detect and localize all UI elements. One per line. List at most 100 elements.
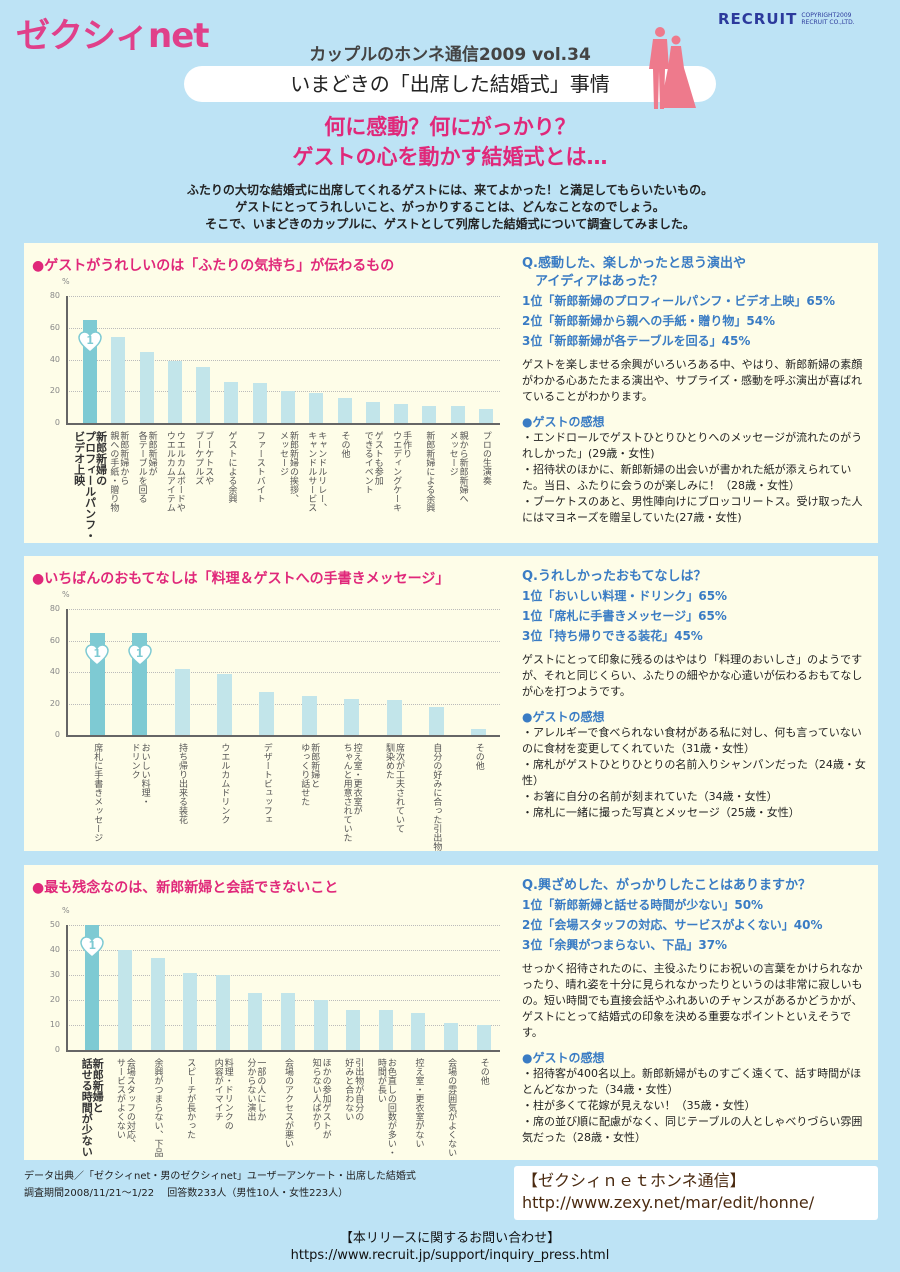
bar-chart: % 0 20 40 60 80 席札に手書きメッセージ 1 おいしい料理・ ドリンク 1 持ち帰り出… (24, 556, 514, 851)
bar (337, 397, 352, 423)
recruit-wordmark: RECRUIT (718, 10, 798, 28)
bar (85, 925, 100, 1050)
chart-title: ●ゲストがうれしいのは「ふたりの気持ち」が伝わるもの (32, 258, 395, 274)
y-tick-label: 20 (49, 995, 60, 1004)
x-tick-label: デザートビュッフェ (261, 743, 272, 824)
voices-heading: ●ゲストの感想 (522, 415, 605, 429)
copyright-line: RECRUIT CO.,LTD. (801, 19, 855, 26)
x-tick-label: 引出物が自分の 好みと合わない (343, 1058, 364, 1121)
bar (301, 695, 317, 735)
voices-heading: ●ゲストの感想 (522, 710, 605, 724)
heart-rank-label: 1 (93, 646, 102, 660)
voice-item: ・エンドロールでゲストひとりひとりへのメッセージが流れたのがうれしかった」(29… (522, 431, 863, 460)
summary-text: せっかく招待されたのに、主役ふたりにお祝いの言葉をかけられなかったり、晴れ姿を十… (522, 962, 863, 1039)
bar (281, 391, 295, 423)
y-tick-label: 60 (49, 635, 60, 645)
x-tick-label: その他 (478, 1058, 489, 1085)
y-tick-label: 0 (54, 418, 60, 427)
x-tick-label: スピーチが長かった (185, 1058, 196, 1139)
intro-line: ふたりの大切な結婚式に出席してくれるゲストには、来てよかった！と満足してもらいた… (186, 183, 714, 197)
x-tick-label: ウエルカムボードや ウエルカムアイテム (164, 431, 185, 512)
chart-title: ●最も残念なのは、新郎新婦と会話できないこと (32, 880, 339, 896)
voice-item: ・招待客が400名以上。新郎新婦がものすごく遠くて、話す時間がほとんどなかった（… (522, 1067, 862, 1096)
survey-period: 調査期間2008/11/21～1/22 回答数233人（男性10人・女性223人… (24, 1188, 349, 1199)
bar (111, 337, 126, 423)
contact-url-link[interactable]: https://www.recruit.jp/support/inquiry_p… (290, 1248, 610, 1263)
bar (150, 957, 165, 1050)
heart-rank-icon: 1 (80, 935, 105, 963)
x-tick-label: 控え室・更衣室が ちゃんと用意されていた (341, 743, 362, 842)
bar (259, 692, 275, 735)
x-tick-label: ウエルカムドリンク (219, 743, 230, 824)
x-tick-label: ゲストによる余興 (226, 431, 237, 503)
voice-item: ・ブーケトスのあと、男性陣向けにブロッコリートス。受け取った人にはマヨネーズを贈… (522, 495, 863, 524)
bar (139, 351, 154, 423)
chart-title: ●いちばんのおもてなしは「料理＆ゲストへの手書きメッセージ」 (32, 571, 450, 587)
x-tick-label: 会場スタッフの対応、 サービスがよくない (114, 1058, 135, 1148)
bar (224, 381, 239, 423)
bar (174, 668, 190, 735)
section-text: Q.うれしかったおもてなしは？ 1位「おいしい料理・ドリンク」65% 1位「席札に手… (522, 568, 872, 821)
x-tick-label: 会場の雰囲気がよくない (446, 1058, 457, 1157)
rank-item: 3位「持ち帰りできる装花」45% (522, 629, 703, 643)
source-line: データ出典／「ゼクシィnet・男のゼクシィnet」ユーザーアンケート・出席した結… (24, 1171, 416, 1182)
bar (346, 1010, 361, 1050)
y-tick-label: 10 (49, 1020, 60, 1029)
bar (394, 403, 409, 423)
x-tick-label: 会場のアクセスが悪い (283, 1058, 293, 1148)
rank-item: 1位「席札に手書きメッセージ」65% (522, 609, 727, 623)
x-tick-label: 席次が工夫されていて 馴染めた (384, 743, 404, 833)
x-tick-label: 一部の人にしか 分からない演出 (245, 1058, 266, 1121)
bar (344, 698, 360, 735)
contact-title: 【本リリースに関するお問い合わせ】 (339, 1231, 561, 1246)
voice-item: ・柱が多くて花嫁が見えない！（35歳・女性） (522, 1099, 756, 1112)
rank-item: 1位「新郎新婦のプロフィールパンフ・ビデオ上映」65% (522, 294, 836, 308)
y-axis (66, 609, 68, 735)
x-tick-label: プロの生演奏 (480, 431, 491, 485)
bar (386, 700, 402, 735)
bar (476, 1025, 491, 1050)
gridline (66, 975, 500, 976)
heart-rank-label: 1 (135, 646, 144, 660)
bar (313, 1000, 328, 1050)
headline-line: ゲストの心を動かす結婚式とは… (292, 145, 608, 169)
honne-url-link[interactable]: http://www.zexy.net/mar/edit/honne/ (522, 1193, 815, 1212)
y-tick-label: 0 (54, 1045, 60, 1054)
bar-chart: % 0 10 20 30 40 50 新郎新婦と 話せる時間が少ない 1 会場スタッフの対応、 サ… (24, 865, 514, 1160)
heart-rank-icon: 1 (85, 643, 109, 671)
heart-rank-icon: 1 (78, 330, 102, 358)
bar (117, 950, 132, 1050)
honne-title: 【ゼクシィｎｅｔホンネ通信】 (522, 1171, 746, 1190)
bar (196, 367, 211, 423)
x-tick-label: 親から新郎新婦へ メッセージ (447, 431, 468, 503)
gridline (66, 609, 500, 610)
x-tick-label: ほかの参加ゲストが 知らない人ばかり (310, 1058, 331, 1139)
bar (428, 706, 444, 735)
x-tick-label: 控え室・更衣室がない (413, 1058, 424, 1148)
x-tick-label: おいしい料理・ ドリンク (129, 743, 150, 806)
gridline (66, 703, 500, 705)
heart-rank-label: 1 (86, 333, 94, 347)
bar (450, 405, 465, 423)
gridline (66, 359, 500, 361)
x-tick-label: 余興がつまらない、下品 (152, 1058, 163, 1157)
bar (248, 992, 263, 1050)
x-axis (66, 1050, 500, 1052)
copyright-line: COPYRIGHT2009 (801, 12, 852, 19)
series-title: カップルのホンネ通信2009 vol.34 (309, 45, 591, 65)
rank-item: 1位「おいしい料理・ドリンク」65% (522, 589, 728, 603)
x-tick-label: ファーストバイト (254, 431, 265, 503)
bar (216, 673, 232, 735)
y-tick-label: 20 (49, 386, 60, 396)
intro-line: そこで、いまどきのカップルに、ゲストとして列席した結婚式について調査してみました… (205, 217, 695, 231)
summary-text: ゲストを楽しませる余興がいろいろある中、やはり、新郎新婦の素顔がわかる心あたたま… (522, 358, 863, 403)
x-tick-label: 新郎新婦が 各テーブルを回る (136, 431, 157, 503)
voice-item: ・席の並び順に配慮がなく、同じテーブルの人としゃべりづらい雰囲気だった（28歳・… (522, 1115, 863, 1144)
couple-silhouette-icon (649, 27, 696, 109)
x-tick-label: 自分の好みに合った引出物 (431, 743, 442, 851)
bar (309, 392, 324, 423)
gridline (66, 327, 500, 329)
heart-rank-label: 1 (88, 939, 97, 952)
y-tick-label: 40 (49, 667, 60, 676)
section-text: Q.興ざめした、がっかりしたことはありますか？ 1位「新郎新婦と話せる時間が少ない… (522, 877, 872, 1146)
